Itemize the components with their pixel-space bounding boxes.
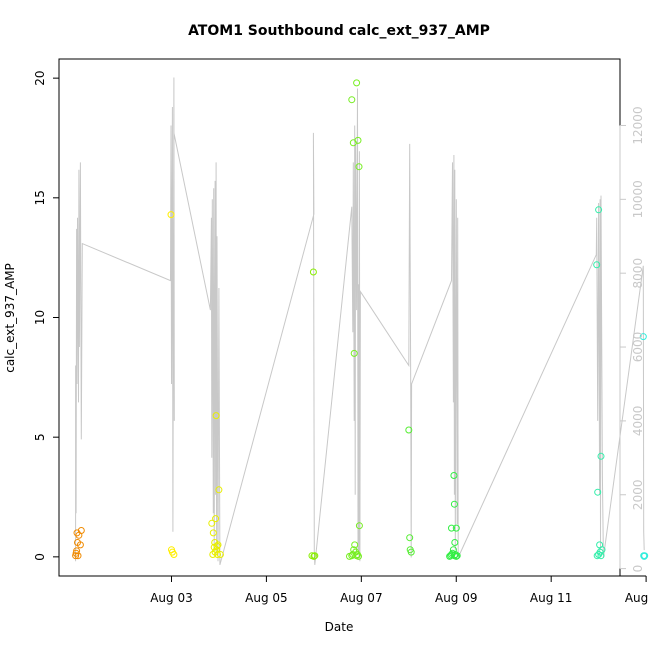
data-point: [450, 500, 458, 508]
data-point: [406, 534, 414, 542]
y2-tick-label: 10000: [631, 180, 645, 218]
data-point: [351, 541, 359, 549]
data-point: [354, 136, 362, 144]
data-point: [73, 547, 81, 555]
data-point: [593, 261, 601, 269]
data-point: [641, 552, 649, 560]
y-tick-label: 5: [33, 433, 47, 441]
data-point: [214, 541, 222, 549]
data-point: [212, 515, 220, 523]
x-axis-label: Date: [325, 620, 354, 634]
data-point: [74, 552, 82, 560]
data-point: [598, 546, 606, 554]
y-tick-label: 20: [33, 70, 47, 85]
data-point: [213, 542, 221, 550]
data-point: [212, 412, 220, 420]
x-tick-label: Aug 07: [340, 591, 383, 605]
data-point: [595, 206, 603, 214]
x-tick-label: Aug 09: [435, 591, 478, 605]
data-point: [594, 488, 602, 496]
secondary-series-layer: [75, 77, 645, 566]
data-point: [213, 546, 221, 554]
data-point: [353, 79, 361, 87]
data-point: [167, 211, 175, 219]
chart-title: ATOM1 Southbound calc_ext_937_AMP: [188, 23, 490, 39]
data-point: [77, 527, 85, 534]
y2-axis: 0 2000 4000 6000 8000 10000 12000: [619, 106, 645, 573]
data-point: [348, 96, 356, 104]
x-tick-label: Aug 11: [530, 591, 573, 605]
data-point: [215, 486, 223, 494]
data-point: [311, 552, 319, 560]
y2-tick-label: 4000: [631, 406, 645, 437]
data-point: [208, 519, 216, 527]
y2-tick-label: 6000: [631, 332, 645, 363]
data-point: [597, 452, 605, 460]
data-point: [450, 472, 458, 479]
points-layer: [72, 79, 649, 560]
data-point: [453, 552, 461, 560]
y2-tick-label: 2000: [631, 480, 645, 511]
data-point: [355, 163, 363, 171]
data-point: [639, 333, 647, 341]
data-point: [350, 349, 358, 357]
data-point: [214, 551, 221, 558]
data-point: [309, 268, 317, 276]
data-point: [170, 551, 178, 558]
y-tick-label: 0: [33, 553, 47, 561]
y2-tick-label: 8000: [631, 258, 645, 289]
data-point: [209, 529, 217, 537]
y2-tick-label: 0: [631, 565, 645, 573]
y-axis-label: calc_ext_937_AMP: [3, 263, 17, 373]
y-tick-label: 10: [33, 310, 47, 325]
data-point: [407, 548, 415, 556]
data-point: [355, 522, 363, 530]
data-point: [452, 524, 460, 532]
x-tick-label: Aug 05: [245, 591, 288, 605]
data-point: [310, 552, 318, 560]
secondary-series-line: [75, 77, 645, 566]
data-point: [355, 552, 362, 560]
data-point: [216, 551, 224, 558]
x-tick-label: Aug 13: [625, 591, 650, 605]
data-point: [446, 552, 454, 560]
y-axis: 0 5 10 15 20: [33, 70, 60, 561]
data-point: [448, 524, 455, 532]
data-point: [76, 541, 84, 549]
y2-tick-label: 12000: [631, 106, 645, 144]
data-point: [452, 552, 460, 560]
y-tick-label: 15: [33, 190, 47, 205]
data-point: [346, 552, 353, 560]
data-point: [451, 539, 459, 546]
plot-frame: [58, 58, 621, 577]
data-point: [405, 426, 413, 434]
data-point: [593, 552, 601, 560]
x-tick-label: Aug 03: [150, 591, 193, 605]
x-axis: Aug 03 Aug 05 Aug 07 Aug 09 Aug 11 Aug 13: [150, 575, 650, 605]
data-point: [209, 551, 217, 558]
